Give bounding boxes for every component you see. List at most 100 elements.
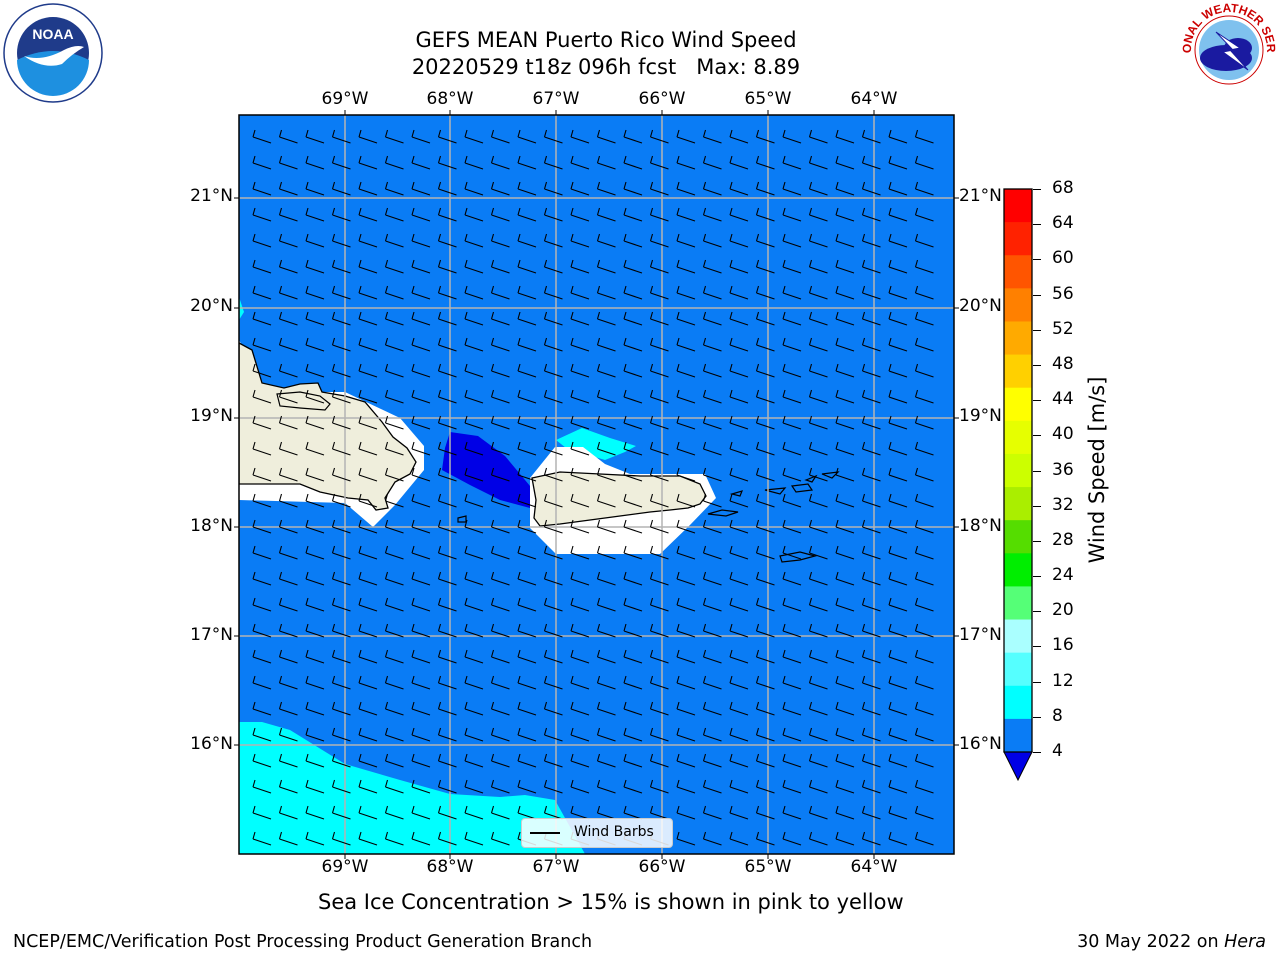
colorbar-frame [1003,188,1033,753]
wind-barb [437,727,457,742]
wind-barb [543,623,563,638]
wind-barb [517,519,537,534]
wind-barb [808,311,828,326]
wind-barb [411,363,431,378]
wind-barb [331,571,351,586]
wind-barb [331,649,351,664]
wind-barb [623,155,643,170]
wind-barb [437,207,457,222]
wind-barb [782,415,802,430]
map-title: GEFS MEAN Puerto Rico Wind Speed [415,28,797,52]
wind-barb [676,675,696,690]
wind-barb [305,363,325,378]
wind-barb [702,311,722,326]
wind-barb [888,155,908,170]
wind-barb [490,337,510,352]
grid-lines [239,115,954,854]
wind-barb [411,389,431,404]
colorbar-tick-mark [1033,259,1041,261]
wind-barb [490,207,510,222]
wind-barb [543,753,563,768]
wind-barb [464,571,484,586]
wind-barb [729,129,749,144]
wind-barb [808,623,828,638]
wind-barb [702,285,722,300]
wind-barb [384,597,404,612]
wind-barb [676,597,696,612]
wind-barb [331,285,351,300]
wind-barb [358,181,378,196]
wind-barb [782,675,802,690]
wind-barb [623,129,643,144]
wind-barb [384,337,404,352]
wind-barb [490,805,510,820]
wind-barb [437,415,457,430]
wind-barb [861,285,881,300]
wind-barb [861,233,881,248]
wind-barb [411,285,431,300]
wind-barb [596,467,616,482]
wind-barb [411,129,431,144]
wind-barb [782,363,802,378]
wind-barb [278,753,298,768]
colorbar-cell [1004,487,1032,521]
wind-barb [490,649,510,664]
wind-barb [888,675,908,690]
wind-barb [278,675,298,690]
wind-barb [331,623,351,638]
wind-barb [411,337,431,352]
wind-barb [517,701,537,716]
wind-barb [861,701,881,716]
wind-barb [517,311,537,326]
lat-label-right: 19°N [959,406,1002,426]
wind-barb [464,649,484,664]
wind-barb [384,571,404,586]
wind-barb [278,181,298,196]
wind-barb [702,831,722,846]
wind-barb [835,337,855,352]
wind-barb [914,337,934,352]
wind-barb [411,649,431,664]
wind-barb [702,597,722,612]
wind-barb [490,597,510,612]
wind-barb [623,207,643,222]
wind-barb [570,753,590,768]
wind-barb [808,831,828,846]
wind-barb [517,727,537,742]
wind-barb [384,259,404,274]
wind-barb [649,675,669,690]
wind-barb [331,441,351,456]
wind-barb [358,311,378,326]
wind-barb [437,493,457,508]
wind-barb [676,831,696,846]
footer-host: Hera [1224,932,1266,952]
wind-barb [305,649,325,664]
wind-barb [278,233,298,248]
wind-barb [755,805,775,820]
wind-barb [517,129,537,144]
wind-barb [649,285,669,300]
wind-barb [437,675,457,690]
wind-barb [808,389,828,404]
wind-barb [570,519,590,534]
wind-barb [808,545,828,560]
wind-barb [570,285,590,300]
wind-barb [490,155,510,170]
wind-barb [570,259,590,274]
wind-barb [782,207,802,222]
wind-barb [649,233,669,248]
wind-barb [623,441,643,456]
wind-barb [649,415,669,430]
wind-barb [649,337,669,352]
wind-barb [490,493,510,508]
wind-barb [358,337,378,352]
land-hispaniola [239,342,417,511]
wind-barb [888,545,908,560]
wind-barb [782,285,802,300]
wind-barb [914,155,934,170]
lon-label-bottom: 66°W [638,857,686,877]
wind-barb [252,233,272,248]
wind-barb [702,441,722,456]
wind-barb [702,233,722,248]
wind-barb [782,571,802,586]
